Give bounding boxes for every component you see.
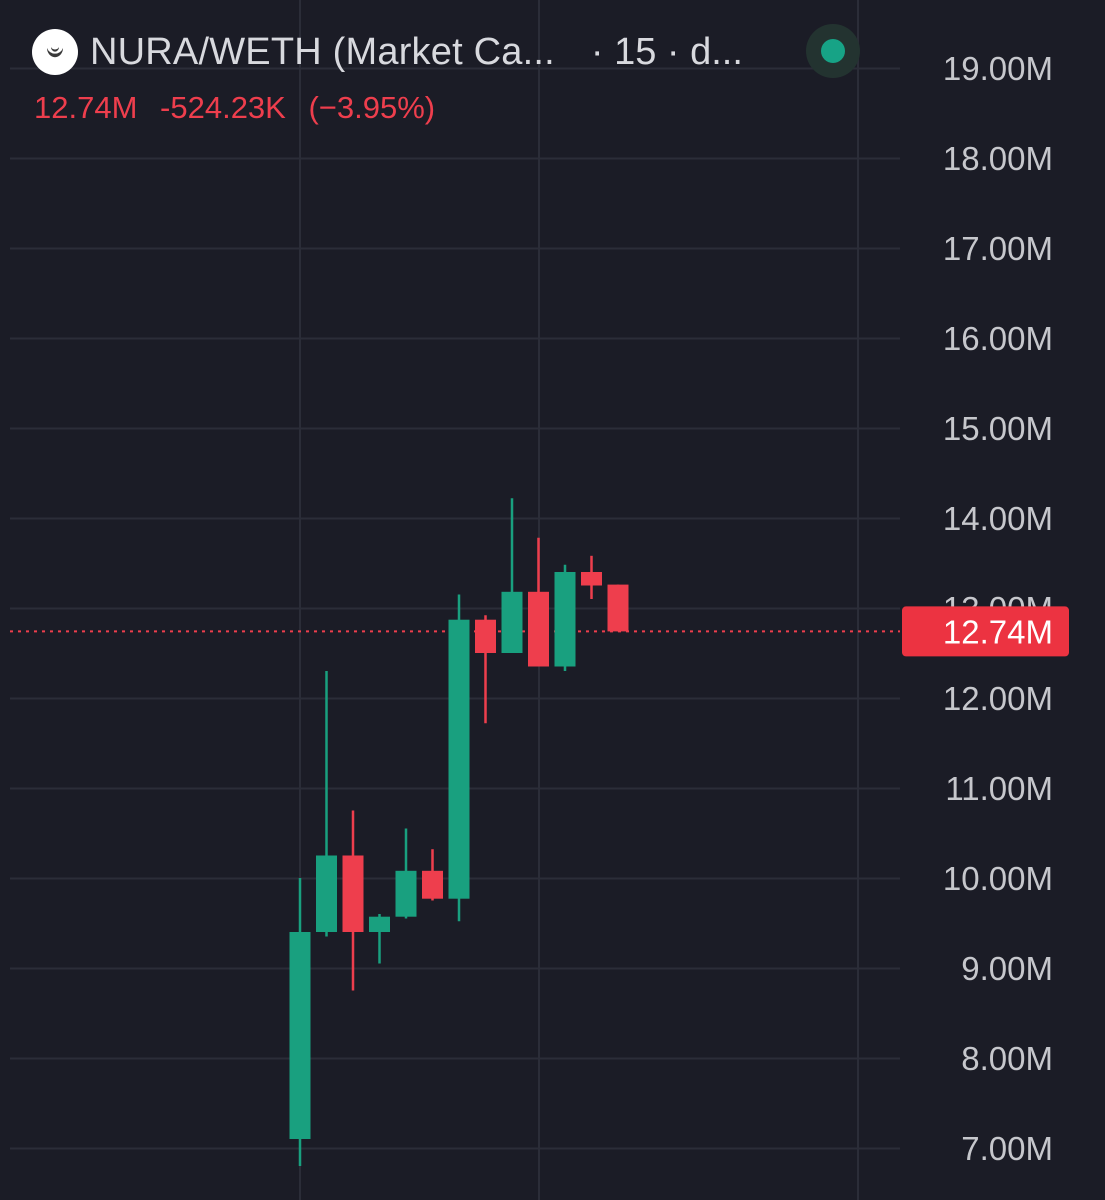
candle-up[interactable] bbox=[448, 594, 470, 922]
candle-body bbox=[554, 572, 576, 667]
grid-lines bbox=[10, 0, 900, 1200]
chart-legend: NURA/WETH (Market Ca... · 15 · d... bbox=[32, 26, 865, 78]
interval-label[interactable]: · 15 · d... bbox=[590, 30, 743, 73]
price-change-percent: (−3.95%) bbox=[308, 90, 436, 125]
y-tick-label: 9.00M bbox=[961, 950, 1053, 987]
price-change-value: -524.23K bbox=[160, 90, 286, 125]
candle-body bbox=[342, 855, 364, 932]
y-tick-label: 12.00M bbox=[943, 680, 1053, 717]
candle-body bbox=[475, 619, 496, 653]
candle-body bbox=[581, 572, 602, 586]
candle-body bbox=[501, 591, 523, 653]
y-tick-label: 19.00M bbox=[943, 50, 1053, 87]
price-axis: 7.00M8.00M9.00M10.00M11.00M12.00M13.00M1… bbox=[902, 50, 1069, 1167]
candle-body bbox=[316, 855, 337, 932]
candle-body bbox=[422, 870, 443, 899]
y-tick-label: 10.00M bbox=[943, 860, 1053, 897]
current-price-label-text: 12.74M bbox=[943, 613, 1053, 650]
candle-down[interactable] bbox=[607, 584, 629, 632]
y-tick-label: 17.00M bbox=[943, 230, 1053, 267]
candle-body bbox=[369, 916, 390, 932]
candles bbox=[289, 498, 629, 1166]
candle-body bbox=[448, 619, 470, 899]
current-price-label: 12.74M bbox=[902, 606, 1069, 657]
candle-body bbox=[528, 591, 549, 667]
y-tick-label: 18.00M bbox=[943, 140, 1053, 177]
y-tick-label: 11.00M bbox=[945, 770, 1053, 807]
y-tick-label: 8.00M bbox=[961, 1040, 1053, 1077]
candle-down[interactable] bbox=[422, 849, 443, 901]
market-open-dot-icon[interactable] bbox=[806, 24, 860, 78]
candle-up[interactable] bbox=[395, 828, 417, 919]
status-dot bbox=[821, 39, 845, 63]
candle-up[interactable] bbox=[554, 564, 576, 671]
candle-body bbox=[289, 932, 311, 1139]
symbol-title[interactable]: NURA/WETH (Market Ca... bbox=[90, 30, 555, 73]
y-tick-label: 14.00M bbox=[943, 500, 1053, 537]
candle-up[interactable] bbox=[289, 878, 311, 1166]
last-price-value: 12.74M bbox=[34, 90, 138, 125]
crescent-moon-icon[interactable] bbox=[32, 29, 78, 75]
price-change-row: 12.74M -524.23K (−3.95%) bbox=[34, 90, 449, 126]
y-tick-label: 15.00M bbox=[943, 410, 1053, 447]
candle-up[interactable] bbox=[316, 671, 337, 937]
candle-down[interactable] bbox=[528, 537, 549, 667]
candle-body bbox=[607, 584, 629, 632]
y-tick-label: 7.00M bbox=[961, 1130, 1053, 1167]
candle-down[interactable] bbox=[581, 555, 602, 599]
candle-down[interactable] bbox=[342, 810, 364, 991]
candle-body bbox=[395, 870, 417, 917]
candle-down[interactable] bbox=[475, 615, 496, 724]
y-tick-label: 16.00M bbox=[943, 320, 1053, 357]
candle-up[interactable] bbox=[501, 498, 523, 653]
candle-up[interactable] bbox=[369, 914, 390, 964]
